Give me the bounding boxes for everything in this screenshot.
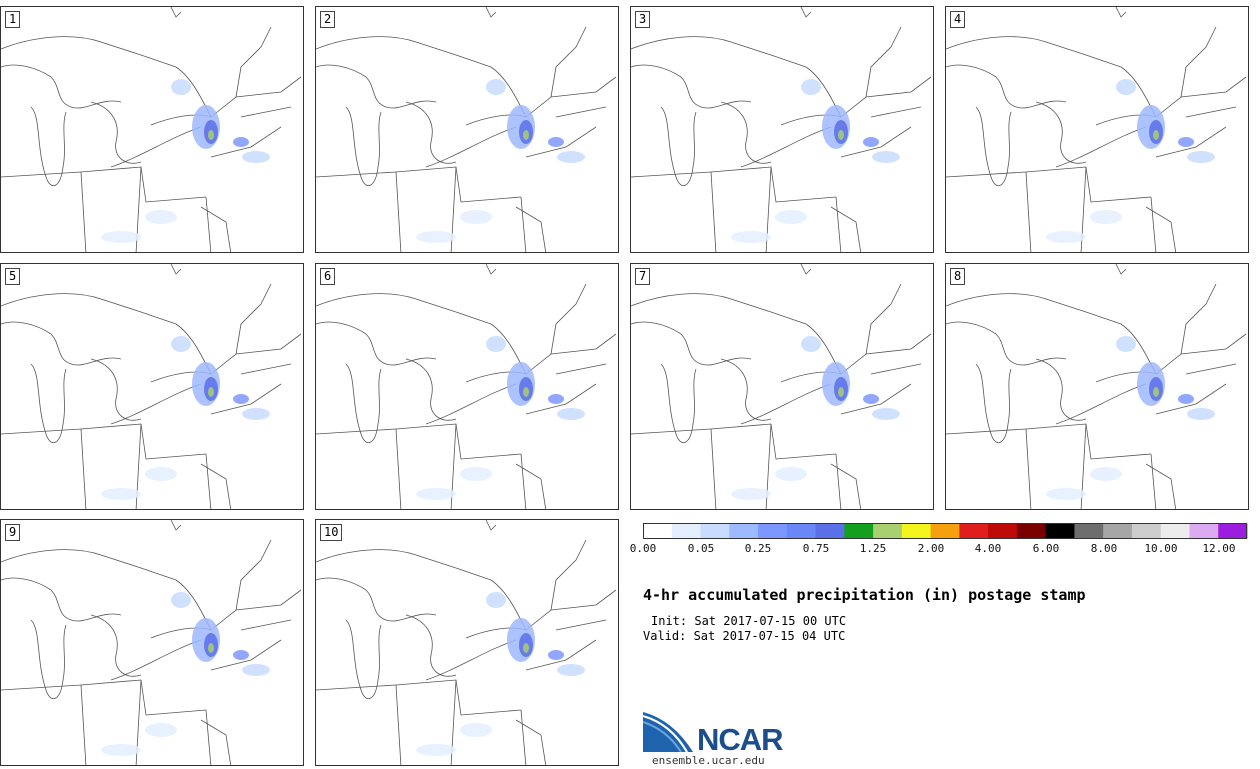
basemap: [1, 520, 302, 765]
colorbar-swatch: [700, 523, 730, 539]
colorbar-tick-label: 6.00: [1032, 542, 1060, 555]
colorbar-swatch: [930, 523, 960, 539]
member-panel-10: 10: [315, 519, 619, 766]
basemap: [946, 264, 1247, 509]
member-panel-6: 6: [315, 263, 619, 510]
basemap: [316, 520, 617, 765]
colorbar-tick-label: 0.05: [687, 542, 715, 555]
member-panel-1: 1: [0, 6, 304, 253]
colorbar-swatch: [758, 523, 788, 539]
panel-number: 4: [950, 11, 966, 28]
colorbar-swatch: [1103, 523, 1133, 539]
panel-number: 1: [5, 11, 21, 28]
logo-url: ensemble.ucar.edu: [652, 754, 765, 767]
colorbar-swatch: [873, 523, 903, 539]
colorbar-tick-label: 1.25: [859, 542, 887, 555]
colorbar-swatch: [1045, 523, 1075, 539]
colorbar-tick-label: 12.00: [1202, 542, 1236, 555]
colorbar-swatch: [1074, 523, 1104, 539]
colorbar-swatch: [959, 523, 989, 539]
panel-number: 5: [5, 268, 21, 285]
basemap: [631, 264, 932, 509]
panel-number: 10: [320, 524, 343, 541]
colorbar-tick-label: 8.00: [1090, 542, 1118, 555]
valid-time: Valid: Sat 2017-07-15 04 UTC: [643, 629, 846, 643]
colorbar-swatch: [1189, 523, 1219, 539]
colorbar-tick-label: 4.00: [974, 542, 1002, 555]
colorbar-swatch: [729, 523, 759, 539]
member-panel-8: 8: [945, 263, 1249, 510]
panel-number: 9: [5, 524, 21, 541]
basemap: [316, 264, 617, 509]
basemap: [1, 7, 302, 252]
colorbar-tick-label: 10.00: [1144, 542, 1178, 555]
colorbar-tick-label: 0.00: [629, 542, 657, 555]
colorbar-swatch: [988, 523, 1018, 539]
colorbar-swatch: [786, 523, 816, 539]
colorbar-tick-label: 2.00: [917, 542, 945, 555]
colorbar-swatch: [1131, 523, 1162, 539]
panel-number: 6: [320, 268, 336, 285]
colorbar-swatch: [671, 523, 701, 539]
member-panel-9: 9: [0, 519, 304, 766]
init-time: Init: Sat 2017-07-15 00 UTC: [651, 614, 847, 628]
colorbar-swatch: [1218, 523, 1248, 539]
colorbar-tick-label: 0.75: [802, 542, 830, 555]
member-panel-4: 4: [945, 6, 1249, 253]
colorbar: [643, 523, 1248, 539]
ncar-logo-icon: [643, 712, 693, 752]
colorbar-swatch: [643, 523, 673, 539]
member-panel-3: 3: [630, 6, 934, 253]
colorbar-tick-label: 0.25: [744, 542, 772, 555]
member-panel-5: 5: [0, 263, 304, 510]
colorbar-swatch: [815, 523, 845, 539]
member-panel-2: 2: [315, 6, 619, 253]
colorbar-swatch: [844, 523, 874, 539]
basemap: [1, 264, 302, 509]
panel-number: 2: [320, 11, 336, 28]
panel-number: 7: [635, 268, 651, 285]
colorbar-swatch: [1016, 523, 1047, 539]
basemap: [316, 7, 617, 252]
basemap: [946, 7, 1247, 252]
basemap: [631, 7, 932, 252]
member-panel-7: 7: [630, 263, 934, 510]
colorbar-swatch: [901, 523, 932, 539]
colorbar-swatch: [1160, 523, 1190, 539]
panel-number: 8: [950, 268, 966, 285]
ncar-logo-text: NCAR: [697, 722, 784, 757]
plot-title: 4-hr accumulated precipitation (in) post…: [643, 586, 1086, 604]
panel-number: 3: [635, 11, 651, 28]
